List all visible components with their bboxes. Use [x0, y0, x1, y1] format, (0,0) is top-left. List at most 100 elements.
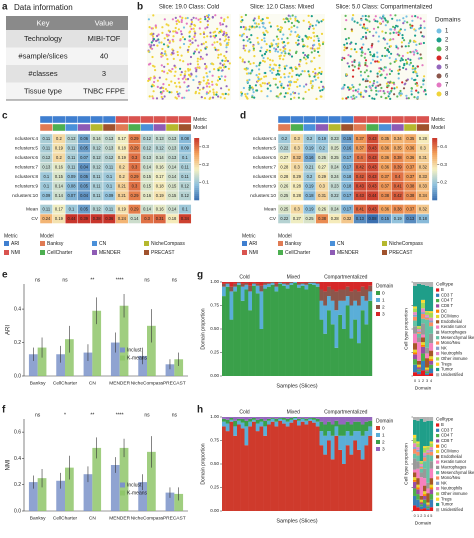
- stack-segment: [233, 417, 238, 421]
- cell-value: 0.4: [395, 174, 401, 179]
- significance: ns: [62, 277, 68, 283]
- stack-segment: [300, 417, 305, 419]
- stack-segment: [416, 489, 420, 495]
- legend-label: 6: [445, 74, 449, 80]
- cell-value: 0.18: [156, 183, 165, 188]
- colorbar-segment: [432, 148, 438, 151]
- legend-swatch: [436, 428, 440, 432]
- stack-segment: [423, 491, 427, 495]
- legend-swatch: [376, 426, 380, 430]
- cell-dot: [207, 79, 210, 82]
- cell-value: 0.36: [406, 155, 415, 160]
- stack-segment: [259, 418, 264, 422]
- colorbar-segment: [432, 144, 438, 147]
- cell-dot: [410, 26, 413, 29]
- stack-segment: [297, 284, 301, 288]
- cell-value: 0.41: [356, 206, 365, 211]
- cell-dot: [241, 58, 244, 61]
- colorbar-segment: [194, 179, 200, 182]
- legend-label: Other immune: [441, 491, 468, 496]
- cell-dot: [216, 79, 219, 82]
- row-label: Mean: [26, 207, 38, 213]
- stack-segment: [319, 445, 324, 511]
- cell-dot: [223, 30, 226, 33]
- legend-label: Neutrophils: [441, 351, 462, 356]
- stack-segment: [429, 417, 434, 421]
- cell-dot: [316, 47, 319, 50]
- cell-dot: [422, 83, 425, 86]
- legend-swatch: [436, 444, 440, 448]
- y-axis-label: Cell type proportion: [403, 443, 409, 485]
- colorbar-segment: [194, 160, 200, 164]
- colorbar-segment: [194, 169, 200, 172]
- cell-dot: [206, 23, 210, 26]
- legend-swatch: [376, 291, 380, 295]
- stack-segment: [417, 367, 422, 370]
- stack-segment: [225, 419, 230, 424]
- cell-dot: [243, 61, 246, 64]
- cell-dot: [350, 95, 353, 99]
- cell-dot: [380, 95, 383, 98]
- cell-dot: [386, 49, 389, 52]
- stack-segment: [323, 291, 328, 306]
- colorbar-segment: [432, 169, 438, 172]
- cell-dot: [252, 47, 255, 50]
- cell-value: 0.25: [280, 206, 289, 211]
- cell-dot: [225, 33, 228, 36]
- cell-dot: [397, 72, 400, 75]
- stack-segment: [429, 286, 434, 312]
- cell-value: 0.15: [168, 193, 177, 198]
- cell-dot: [400, 45, 403, 48]
- cell-dot: [390, 87, 393, 90]
- colorbar-segment: [194, 156, 200, 159]
- stack-segment: [416, 484, 420, 488]
- stack-segment: [349, 417, 354, 425]
- cell-dot: [220, 75, 223, 78]
- cell-value: 0.17: [343, 155, 352, 160]
- stack-segment: [360, 435, 365, 460]
- stack-segment: [345, 305, 350, 376]
- cell-dot: [224, 75, 227, 78]
- cell-value: 0.12: [93, 145, 102, 150]
- cell-dot: [216, 40, 219, 44]
- cell-dot: [390, 28, 393, 31]
- cell-dot: [211, 74, 214, 77]
- cell-dot: [227, 88, 230, 91]
- cell-value: 0.28: [419, 136, 428, 141]
- cell-dot: [163, 18, 166, 21]
- cell-value: 0.3: [144, 216, 150, 221]
- stack-segment: [274, 418, 279, 422]
- stack-segment: [267, 286, 271, 376]
- cell-dot: [379, 89, 382, 92]
- cell-dot: [422, 79, 425, 82]
- cell-value: 0.38: [394, 206, 403, 211]
- cell-dot: [389, 14, 392, 17]
- cell-dot: [403, 28, 407, 31]
- cell-dot: [152, 39, 155, 42]
- cell-dot: [242, 47, 245, 50]
- cell-dot: [414, 34, 417, 37]
- stack-segment: [416, 494, 420, 500]
- stack-segment: [225, 283, 230, 287]
- legend-label: Banksy: [47, 241, 64, 247]
- stack-segment: [419, 509, 424, 511]
- cell-value: 0.33: [419, 183, 428, 188]
- cell-dot: [261, 18, 264, 21]
- stack-segment: [421, 353, 426, 361]
- cell-dot: [320, 70, 323, 73]
- cell-dot: [272, 39, 275, 42]
- stack-segment: [368, 417, 373, 421]
- cell-dot: [147, 79, 150, 82]
- legend-swatch: [40, 250, 45, 255]
- cell-dot: [154, 69, 157, 72]
- cell-dot: [397, 33, 400, 37]
- stack-segment: [426, 508, 430, 511]
- cell-dot: [398, 19, 401, 22]
- cell-dot: [301, 70, 304, 73]
- cell-value: 0.05: [80, 145, 89, 150]
- cell-value: 0.11: [68, 155, 76, 160]
- colorbar-segment: [432, 187, 438, 190]
- cell-dot: [405, 15, 408, 18]
- colorbar-label: 0.3: [202, 144, 209, 150]
- cell-value: 0.38: [381, 193, 390, 198]
